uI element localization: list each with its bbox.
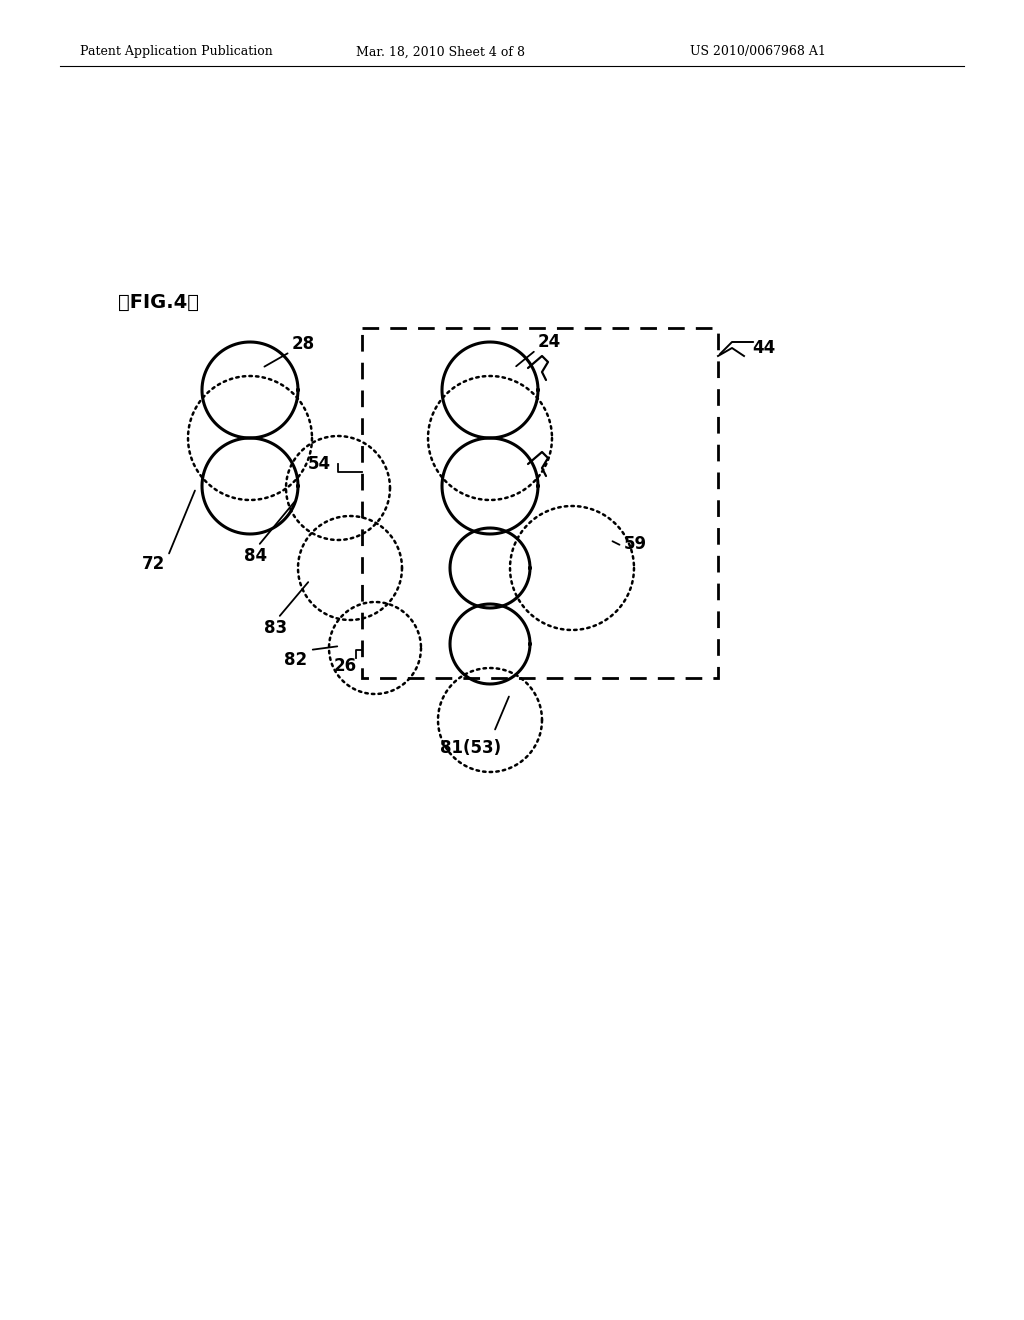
Text: 44: 44 <box>752 339 775 356</box>
Bar <box>362 327 718 678</box>
Text: 81(53): 81(53) <box>440 739 501 756</box>
Text: 28: 28 <box>292 335 315 352</box>
Text: Mar. 18, 2010 Sheet 4 of 8: Mar. 18, 2010 Sheet 4 of 8 <box>356 45 525 58</box>
Text: 83: 83 <box>264 619 287 638</box>
Text: 59: 59 <box>624 535 647 553</box>
Text: 26: 26 <box>334 657 357 675</box>
Text: 54: 54 <box>308 455 331 473</box>
Text: US 2010/0067968 A1: US 2010/0067968 A1 <box>690 45 826 58</box>
Text: 72: 72 <box>142 554 165 573</box>
Text: 84: 84 <box>244 546 267 565</box>
Text: 【FIG.4】: 【FIG.4】 <box>118 293 199 312</box>
Text: 82: 82 <box>284 651 307 669</box>
Text: 24: 24 <box>538 333 561 351</box>
Text: Patent Application Publication: Patent Application Publication <box>80 45 272 58</box>
